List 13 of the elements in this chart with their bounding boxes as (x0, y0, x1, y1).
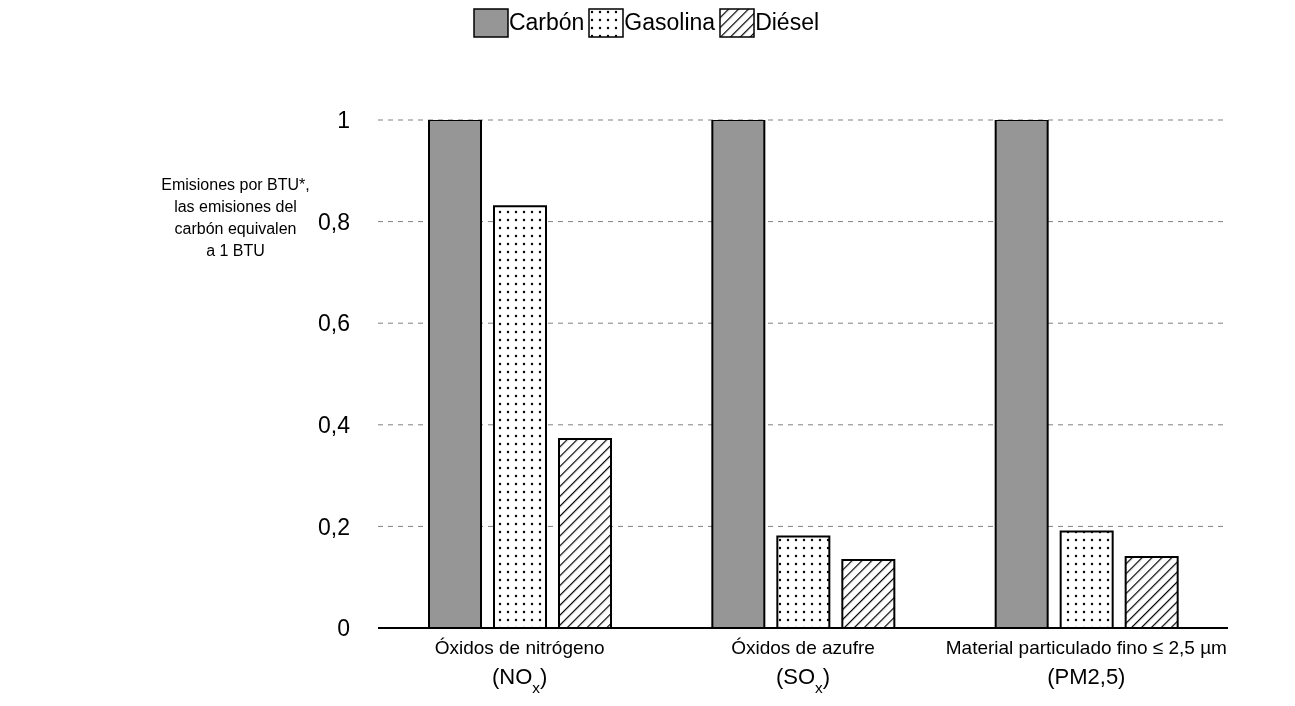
y-tick-label: 0,4 (318, 411, 351, 438)
x-tick-label: Óxidos de nitrógeno (NO$_{x}$) (434, 637, 605, 696)
x-tick-label: Óxidos de azufre (SO$_{x}$) (731, 637, 875, 696)
x-tick-label: Material particulado fino ≤ 2,5 µm (PM2,5) (945, 637, 1227, 689)
y-tick-label: 1 (337, 107, 350, 134)
y-axis-title: Emisiones por BTU*, las emisiones del carbón equivalen a 1 BTU (161, 176, 310, 259)
y-tick-label: 0,8 (318, 208, 350, 235)
legend-label: Carbón (508, 9, 585, 36)
legend-label: Diésel (755, 9, 820, 36)
legend-label: Gasolina (624, 9, 716, 36)
y-tick-label: 0,6 (318, 310, 350, 337)
y-tick-label: 0 (337, 615, 350, 642)
y-tick-label: 0,2 (318, 513, 350, 540)
